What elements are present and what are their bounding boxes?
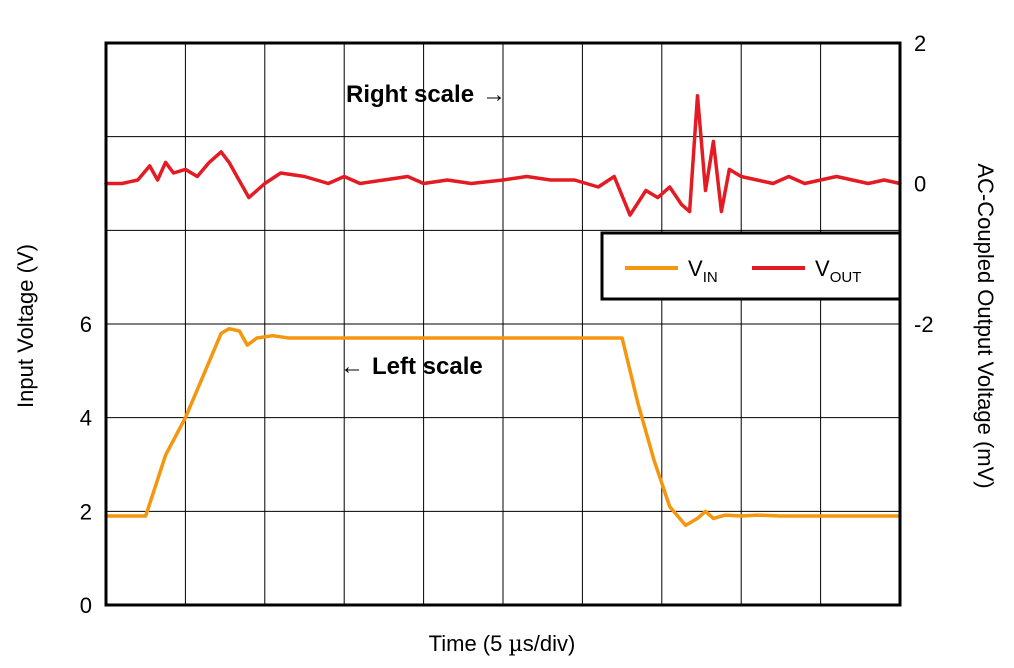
left-tick-label: 4 bbox=[80, 406, 92, 431]
legend-vin-label: VIN bbox=[688, 256, 718, 286]
left-scale-annotation: ← Left scale bbox=[340, 353, 483, 380]
right-scale-annotation: Right scale → bbox=[346, 81, 506, 108]
left-tick-label: 2 bbox=[80, 499, 92, 524]
left-arrow-icon: ← bbox=[340, 353, 364, 380]
left-y-axis-title: Input Voltage (V) bbox=[13, 244, 38, 408]
plot-frame bbox=[104, 41, 902, 607]
left-axis-ticks: 0 2 4 6 bbox=[80, 312, 92, 618]
right-scale-text: Right scale bbox=[346, 81, 474, 108]
right-axis-ticks: 2 0 -2 bbox=[914, 31, 934, 337]
legend-vout-main: V bbox=[815, 256, 830, 281]
series-line-vout bbox=[104, 93, 902, 217]
left-tick-label: 0 bbox=[80, 593, 92, 618]
legend-vout-label: VOUT bbox=[815, 256, 861, 286]
left-tick-label: 6 bbox=[80, 312, 92, 337]
x-axis-title-rest: s/div) bbox=[523, 631, 576, 656]
legend-vout-sub: OUT bbox=[830, 269, 862, 286]
left-scale-text: Left scale bbox=[372, 353, 483, 380]
x-axis-title-main: Time (5 bbox=[429, 631, 509, 656]
series-layer bbox=[104, 93, 902, 528]
right-tick-label: -2 bbox=[914, 312, 934, 337]
x-axis-title: Time (5 µs/div) bbox=[429, 631, 576, 657]
right-y-axis-title: AC-Coupled Output Voltage (mV) bbox=[973, 163, 998, 488]
series-line-vin bbox=[104, 326, 902, 528]
right-tick-label: 2 bbox=[914, 31, 926, 56]
legend-vin-main: V bbox=[688, 256, 703, 281]
legend: VIN VOUT bbox=[600, 231, 902, 301]
legend-vin-sub: IN bbox=[703, 269, 718, 286]
right-arrow-icon: → bbox=[482, 81, 506, 108]
grid bbox=[106, 43, 900, 605]
x-axis-title-mu: µ bbox=[508, 632, 522, 657]
right-tick-label: 0 bbox=[914, 172, 926, 197]
